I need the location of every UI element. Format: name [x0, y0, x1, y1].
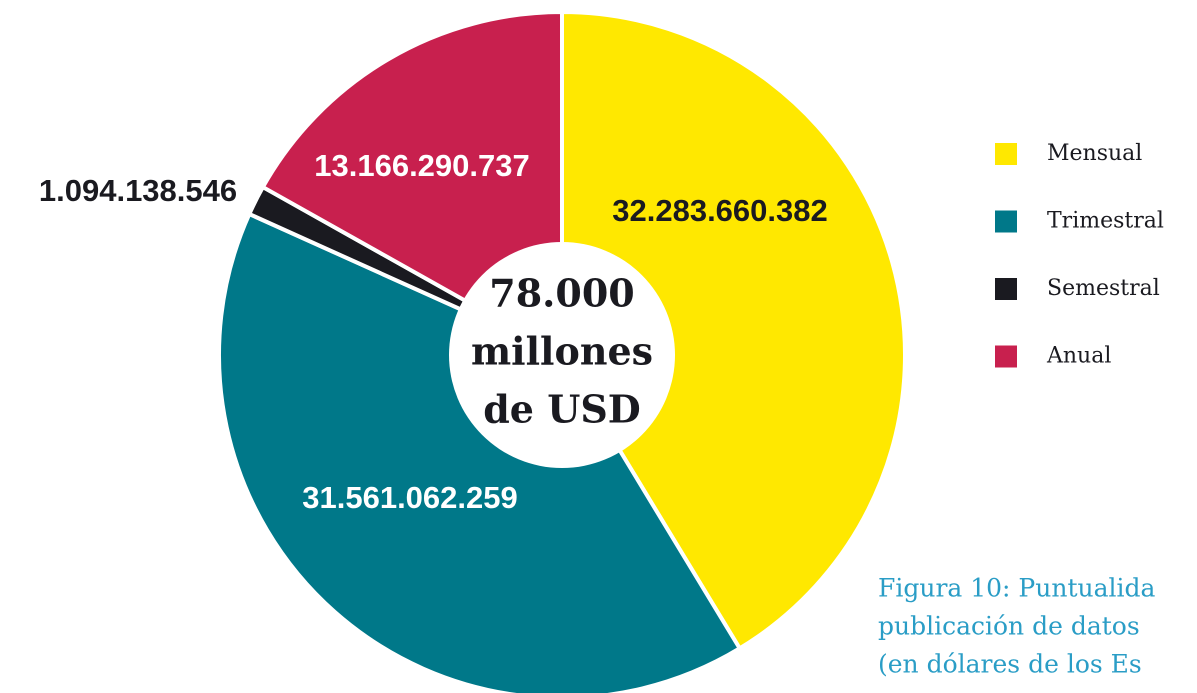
legend-swatch [995, 345, 1017, 368]
slice [560, 9, 907, 652]
legend-swatch [995, 143, 1017, 165]
donut-hole [449, 242, 675, 468]
center-label: de USD [483, 387, 641, 432]
value-label: 1.094.138.546 [39, 173, 237, 208]
legend-swatch [995, 278, 1017, 300]
caption: publicación de datos [878, 612, 1140, 641]
caption: (en dólares de los Es [878, 650, 1142, 679]
legend-label: Trimestral [1047, 209, 1164, 234]
value-label: 31.561.062.259 [302, 480, 518, 515]
slice [217, 211, 743, 693]
slice [260, 9, 564, 359]
caption: Figura 10: Puntualida [878, 574, 1156, 603]
legend-label: Mensual [1047, 141, 1142, 166]
value-label: 13.166.290.737 [314, 148, 530, 183]
legend-label: Anual [1046, 344, 1111, 369]
center-label: 78.000 [489, 271, 634, 316]
value-label: 32.283.660.382 [612, 193, 828, 228]
legend-label: Semestral [1047, 276, 1160, 301]
center-label: millones [471, 329, 653, 374]
legend-swatch [995, 210, 1017, 233]
